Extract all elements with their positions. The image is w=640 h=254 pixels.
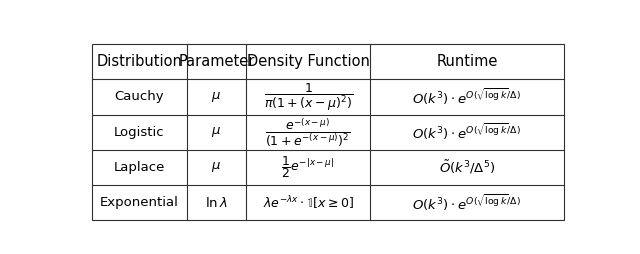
Text: $\dfrac{e^{-(x-\mu)}}{(1+e^{-(x-\mu)})^2}$: $\dfrac{e^{-(x-\mu)}}{(1+e^{-(x-\mu)})^2… [266,116,351,149]
Text: $O(k^3) \cdot e^{O(\sqrt{\log k}/\Delta)}$: $O(k^3) \cdot e^{O(\sqrt{\log k}/\Delta)… [412,122,522,142]
Text: Density Function: Density Function [247,54,369,69]
Text: Runtime: Runtime [436,54,497,69]
Text: Distribution: Distribution [97,54,182,69]
Text: $\ln \lambda$: $\ln \lambda$ [205,196,228,210]
Text: Cauchy: Cauchy [115,90,164,103]
Text: $\mu$: $\mu$ [211,125,221,139]
Text: $\mu$: $\mu$ [211,160,221,174]
Text: $\dfrac{1}{2}e^{-|x-\mu|}$: $\dfrac{1}{2}e^{-|x-\mu|}$ [282,154,335,180]
Text: $\lambda e^{-\lambda x} \cdot \mathbb{1}[x \geq 0]$: $\lambda e^{-\lambda x} \cdot \mathbb{1}… [262,194,354,211]
Text: $\mu$: $\mu$ [211,90,221,104]
Text: Exponential: Exponential [100,196,179,209]
Text: $\tilde{O}(k^3/\Delta^5)$: $\tilde{O}(k^3/\Delta^5)$ [438,159,495,176]
Text: Laplace: Laplace [114,161,165,174]
Text: Parameter: Parameter [178,54,255,69]
Text: $O(k^3) \cdot e^{O(\sqrt{\log k}/\Delta)}$: $O(k^3) \cdot e^{O(\sqrt{\log k}/\Delta)… [412,87,522,107]
Text: $\dfrac{1}{\pi(1+(x-\mu)^2)}$: $\dfrac{1}{\pi(1+(x-\mu)^2)}$ [264,82,353,113]
Text: Logistic: Logistic [114,126,165,139]
Text: $O(k^3) \cdot e^{O(\sqrt{\log k}/\Delta)}$: $O(k^3) \cdot e^{O(\sqrt{\log k}/\Delta)… [412,193,522,213]
